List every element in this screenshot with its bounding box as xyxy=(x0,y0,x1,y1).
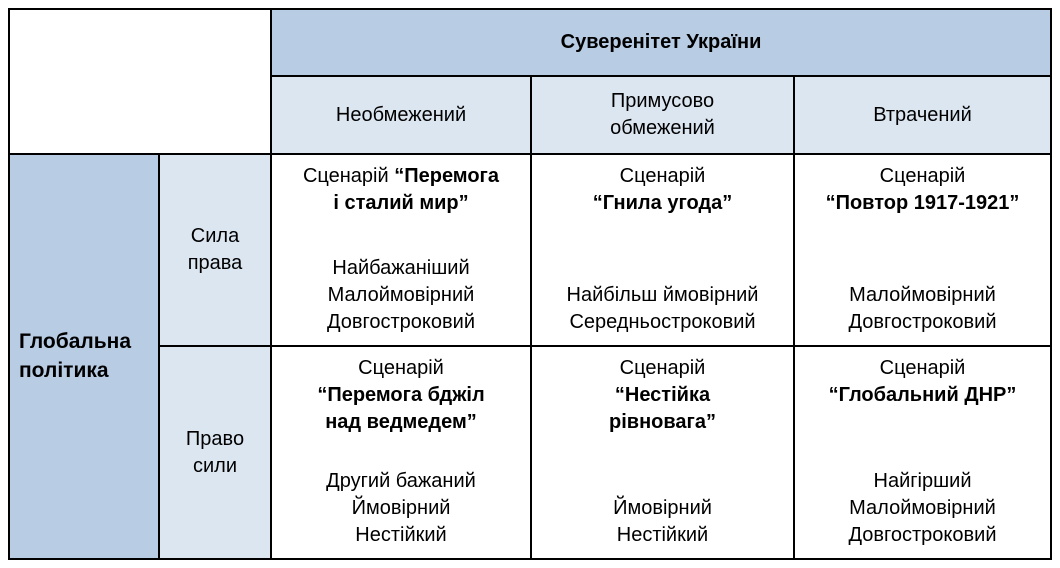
scenario-title-prefix: Сценарій xyxy=(879,357,966,379)
scenario-title: Сценарій “Повтор 1917-1921” xyxy=(826,163,1020,217)
scenario-title: Сценарій “Перемога бджіл над ведмедем” xyxy=(317,355,484,436)
scenario-title-prefix: Сценарій xyxy=(879,165,966,187)
scenario-attributes: Малоймовірний Довгостроковий xyxy=(848,284,997,333)
scenario-attributes: Другий бажаний Ймовірний Нестійкий xyxy=(326,470,476,546)
scenario-title: Сценарій “Гнила угода” xyxy=(593,163,733,217)
scenario-title-name: “Перемога і сталий мир” xyxy=(333,165,500,214)
row-header-force-of-law: Сила права xyxy=(160,155,270,345)
scenario-title-prefix: Сценарій xyxy=(619,357,706,379)
scenario-cell-victory-lasting-peace: Сценарій “Перемога і сталий мир” Найбажа… xyxy=(272,155,530,345)
row-group-header: Глобальна політика xyxy=(10,155,158,558)
row-header-law-of-force: Право сили xyxy=(160,347,270,558)
scenario-title-name: “Перемога бджіл над ведмедем” xyxy=(317,384,485,433)
scenario-attributes: Найбажаніший Малоймовірний Довгострокови… xyxy=(327,257,475,333)
scenario-cell-unstable-equilibrium: Сценарій “Нестійка рівновага” Ймовірний … xyxy=(532,347,793,558)
scenario-title-name: “Повтор 1917-1921” xyxy=(825,192,1020,214)
column-header-forcibly-limited: Примусово обмежений xyxy=(532,77,793,153)
scenario-cell-repeat-1917-1921: Сценарій “Повтор 1917-1921” Малоймовірни… xyxy=(795,155,1050,345)
scenario-cell-global-dnr: Сценарій “Глобальний ДНР” Найгірший Мало… xyxy=(795,347,1050,558)
column-header-unrestricted: Необмежений xyxy=(272,77,530,153)
scenario-title-prefix: Сценарій xyxy=(358,357,444,379)
corner-blank-cell xyxy=(10,10,270,153)
scenario-cell-rotten-deal: Сценарій “Гнила угода” Найбільш ймовірни… xyxy=(532,155,793,345)
scenario-title-name: “Гнила угода” xyxy=(592,192,733,214)
scenario-title-name: “Глобальний ДНР” xyxy=(828,384,1017,406)
scenario-matrix-table: Суверенітет України Необмежений Примусов… xyxy=(8,8,1052,560)
scenario-title: Сценарій “Нестійка рівновага” xyxy=(609,355,716,436)
column-group-header: Суверенітет України xyxy=(272,10,1050,75)
scenario-title: Сценарій “Перемога і сталий мир” xyxy=(303,163,499,217)
scenario-title-prefix: Сценарій xyxy=(619,165,706,187)
scenario-title-prefix: Сценарій xyxy=(302,165,395,187)
scenario-attributes: Найгірший Малоймовірний Довгостроковий xyxy=(848,470,997,546)
scenario-title-name: “Нестійка рівновага” xyxy=(609,384,716,433)
scenario-cell-bees-over-bear: Сценарій “Перемога бджіл над ведмедем” Д… xyxy=(272,347,530,558)
column-header-lost: Втрачений xyxy=(795,77,1050,153)
scenario-attributes: Найбільш ймовірний Середньостроковий xyxy=(566,284,759,333)
scenario-title: Сценарій “Глобальний ДНР” xyxy=(829,355,1017,409)
scenario-attributes: Ймовірний Нестійкий xyxy=(613,497,712,546)
